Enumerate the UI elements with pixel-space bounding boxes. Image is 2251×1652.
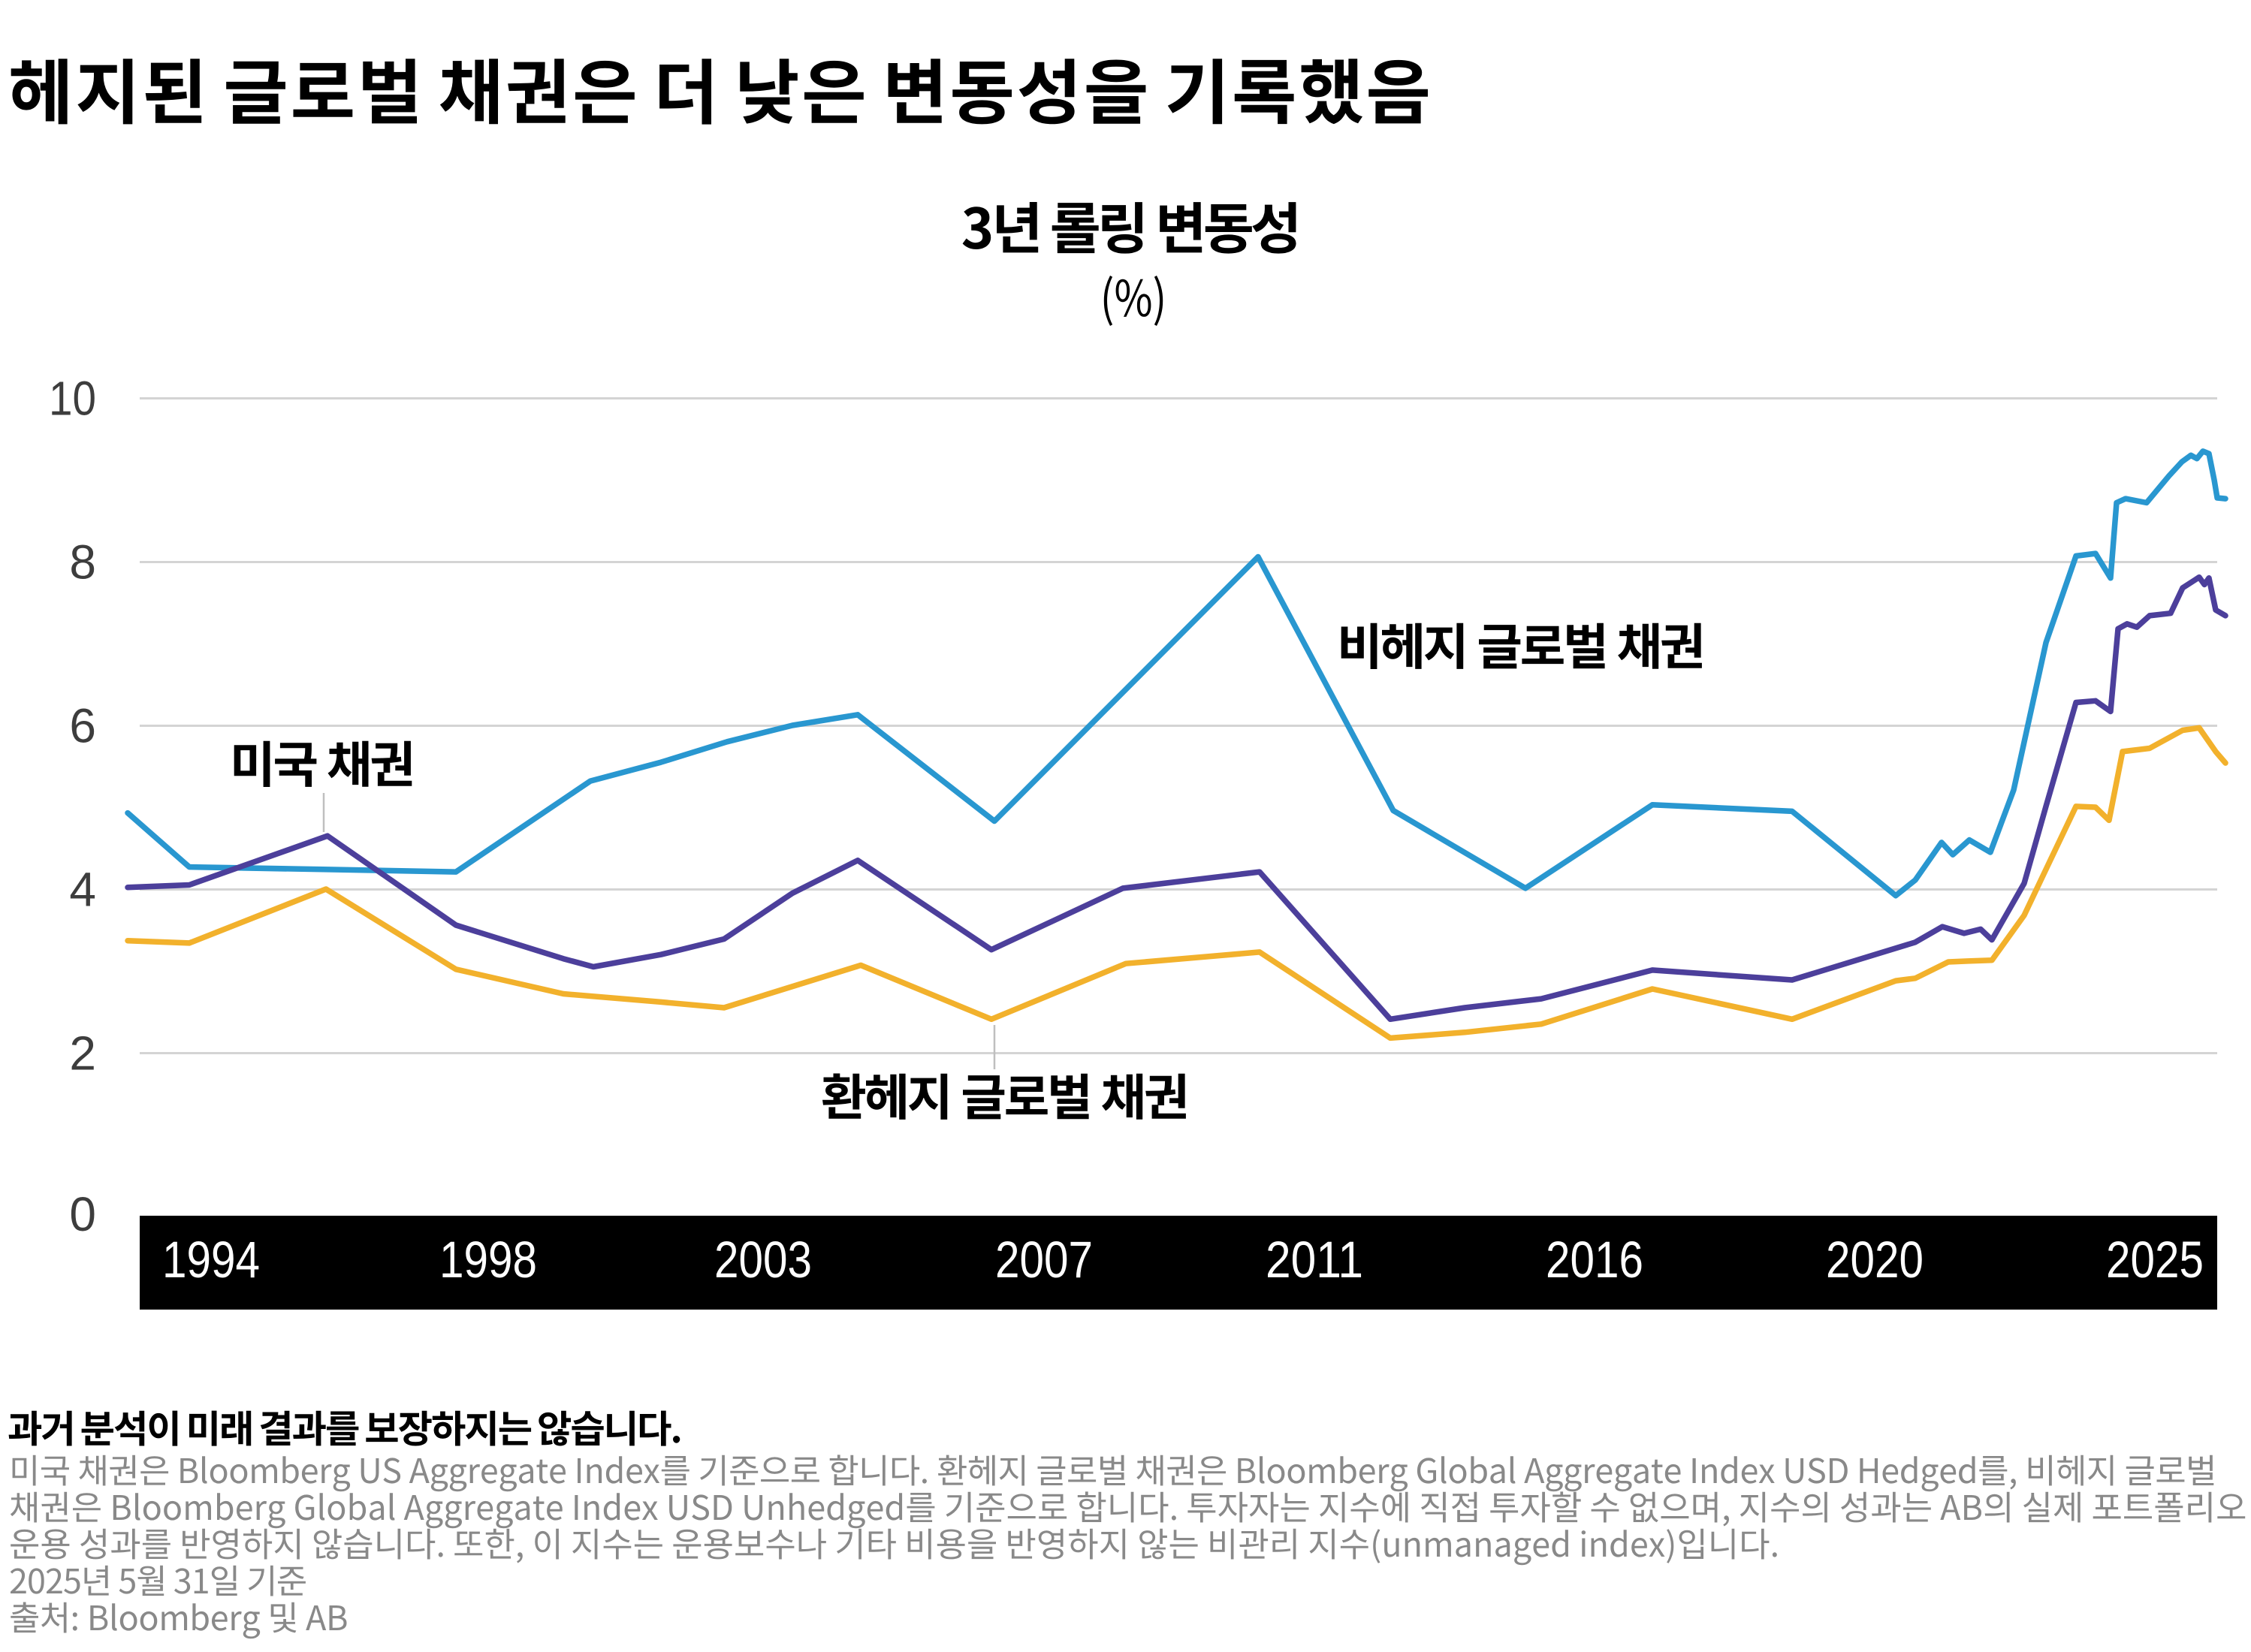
svg-text:1998: 1998 bbox=[439, 1231, 537, 1289]
svg-text:2020: 2020 bbox=[1826, 1231, 1924, 1289]
svg-text:2003: 2003 bbox=[714, 1231, 812, 1289]
svg-text:4: 4 bbox=[69, 863, 96, 917]
svg-text:2007: 2007 bbox=[995, 1231, 1093, 1289]
svg-text:10: 10 bbox=[49, 372, 96, 426]
svg-text:2011: 2011 bbox=[1266, 1231, 1363, 1289]
svg-text:2: 2 bbox=[69, 1026, 96, 1081]
svg-text:2016: 2016 bbox=[1546, 1231, 1643, 1289]
svg-text:1994: 1994 bbox=[162, 1231, 260, 1289]
svg-text:8: 8 bbox=[69, 535, 96, 589]
svg-text:6: 6 bbox=[69, 699, 96, 753]
svg-text:2025: 2025 bbox=[2106, 1231, 2204, 1289]
svg-text:0: 0 bbox=[69, 1187, 96, 1241]
